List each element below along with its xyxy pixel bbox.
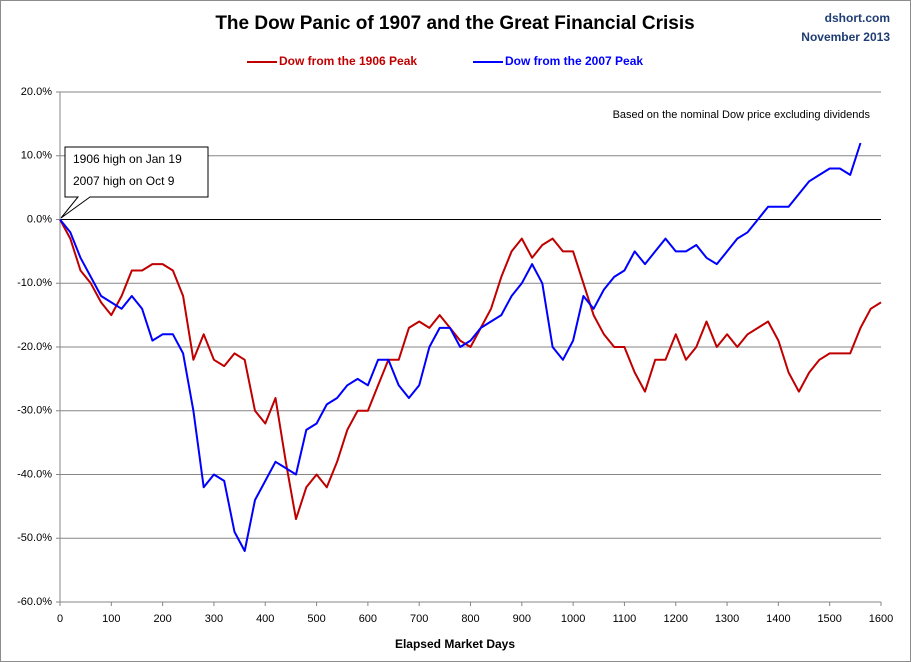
x-tick-label: 800 bbox=[461, 613, 479, 625]
series-line bbox=[59, 142, 862, 552]
y-tick-label: -40.0% bbox=[17, 468, 52, 480]
x-tick-label: 1500 bbox=[817, 613, 841, 625]
callout-text: 1906 high on Jan 19 bbox=[73, 152, 182, 166]
x-tick-label: 500 bbox=[307, 613, 325, 625]
x-tick-label: 700 bbox=[410, 613, 428, 625]
chart-title: The Dow Panic of 1907 and the Great Fina… bbox=[215, 13, 694, 34]
note: Based on the nominal Dow price excluding… bbox=[613, 109, 871, 121]
x-tick-label: 1400 bbox=[766, 613, 790, 625]
callout-box bbox=[60, 146, 209, 219]
date: November 2013 bbox=[801, 30, 890, 44]
source: dshort.com bbox=[825, 11, 890, 25]
x-tick-label: 400 bbox=[256, 613, 274, 625]
y-tick-label: -50.0% bbox=[17, 532, 52, 544]
x-tick-label: 100 bbox=[102, 613, 120, 625]
legend: Dow from the 1906 Peak Dow from the 2007 … bbox=[247, 54, 643, 68]
callout-text: 2007 high on Oct 9 bbox=[73, 174, 175, 188]
x-axis-title: Elapsed Market Days bbox=[395, 637, 515, 651]
x-tick-label: 900 bbox=[513, 613, 531, 625]
x-tick-label: 1200 bbox=[664, 613, 688, 625]
plot: -60.0% -50.0% -40.0% -30.0% -20.0% -10.0% 0.0%… bbox=[17, 86, 893, 625]
x-tick-label: 1600 bbox=[869, 613, 893, 625]
y-tick-label: -10.0% bbox=[17, 277, 52, 289]
x-tick-label: 1300 bbox=[715, 613, 739, 625]
y-tick-label: 10.0% bbox=[21, 150, 52, 162]
y-tick-label: -60.0% bbox=[17, 596, 52, 608]
y-tick-label: 20.0% bbox=[21, 86, 52, 98]
y-tick-label: -30.0% bbox=[17, 405, 52, 417]
x-tick-label: 600 bbox=[359, 613, 377, 625]
x-tick-label: 1000 bbox=[561, 613, 585, 625]
legend-label: Dow from the 2007 Peak bbox=[505, 54, 643, 68]
x-tick-label: 200 bbox=[153, 613, 171, 625]
callout: 1906 high on Jan 19 2007 high on Oct 9 bbox=[60, 146, 209, 219]
y-tick-label: -20.0% bbox=[17, 341, 52, 353]
legend-label: Dow from the 1906 Peak bbox=[279, 54, 417, 68]
x-tick-label: 1100 bbox=[613, 613, 637, 625]
y-tick-label: 0.0% bbox=[27, 213, 52, 225]
x-tick-label: 300 bbox=[205, 613, 223, 625]
series-line bbox=[59, 219, 882, 521]
x-tick-label: 0 bbox=[57, 613, 63, 625]
